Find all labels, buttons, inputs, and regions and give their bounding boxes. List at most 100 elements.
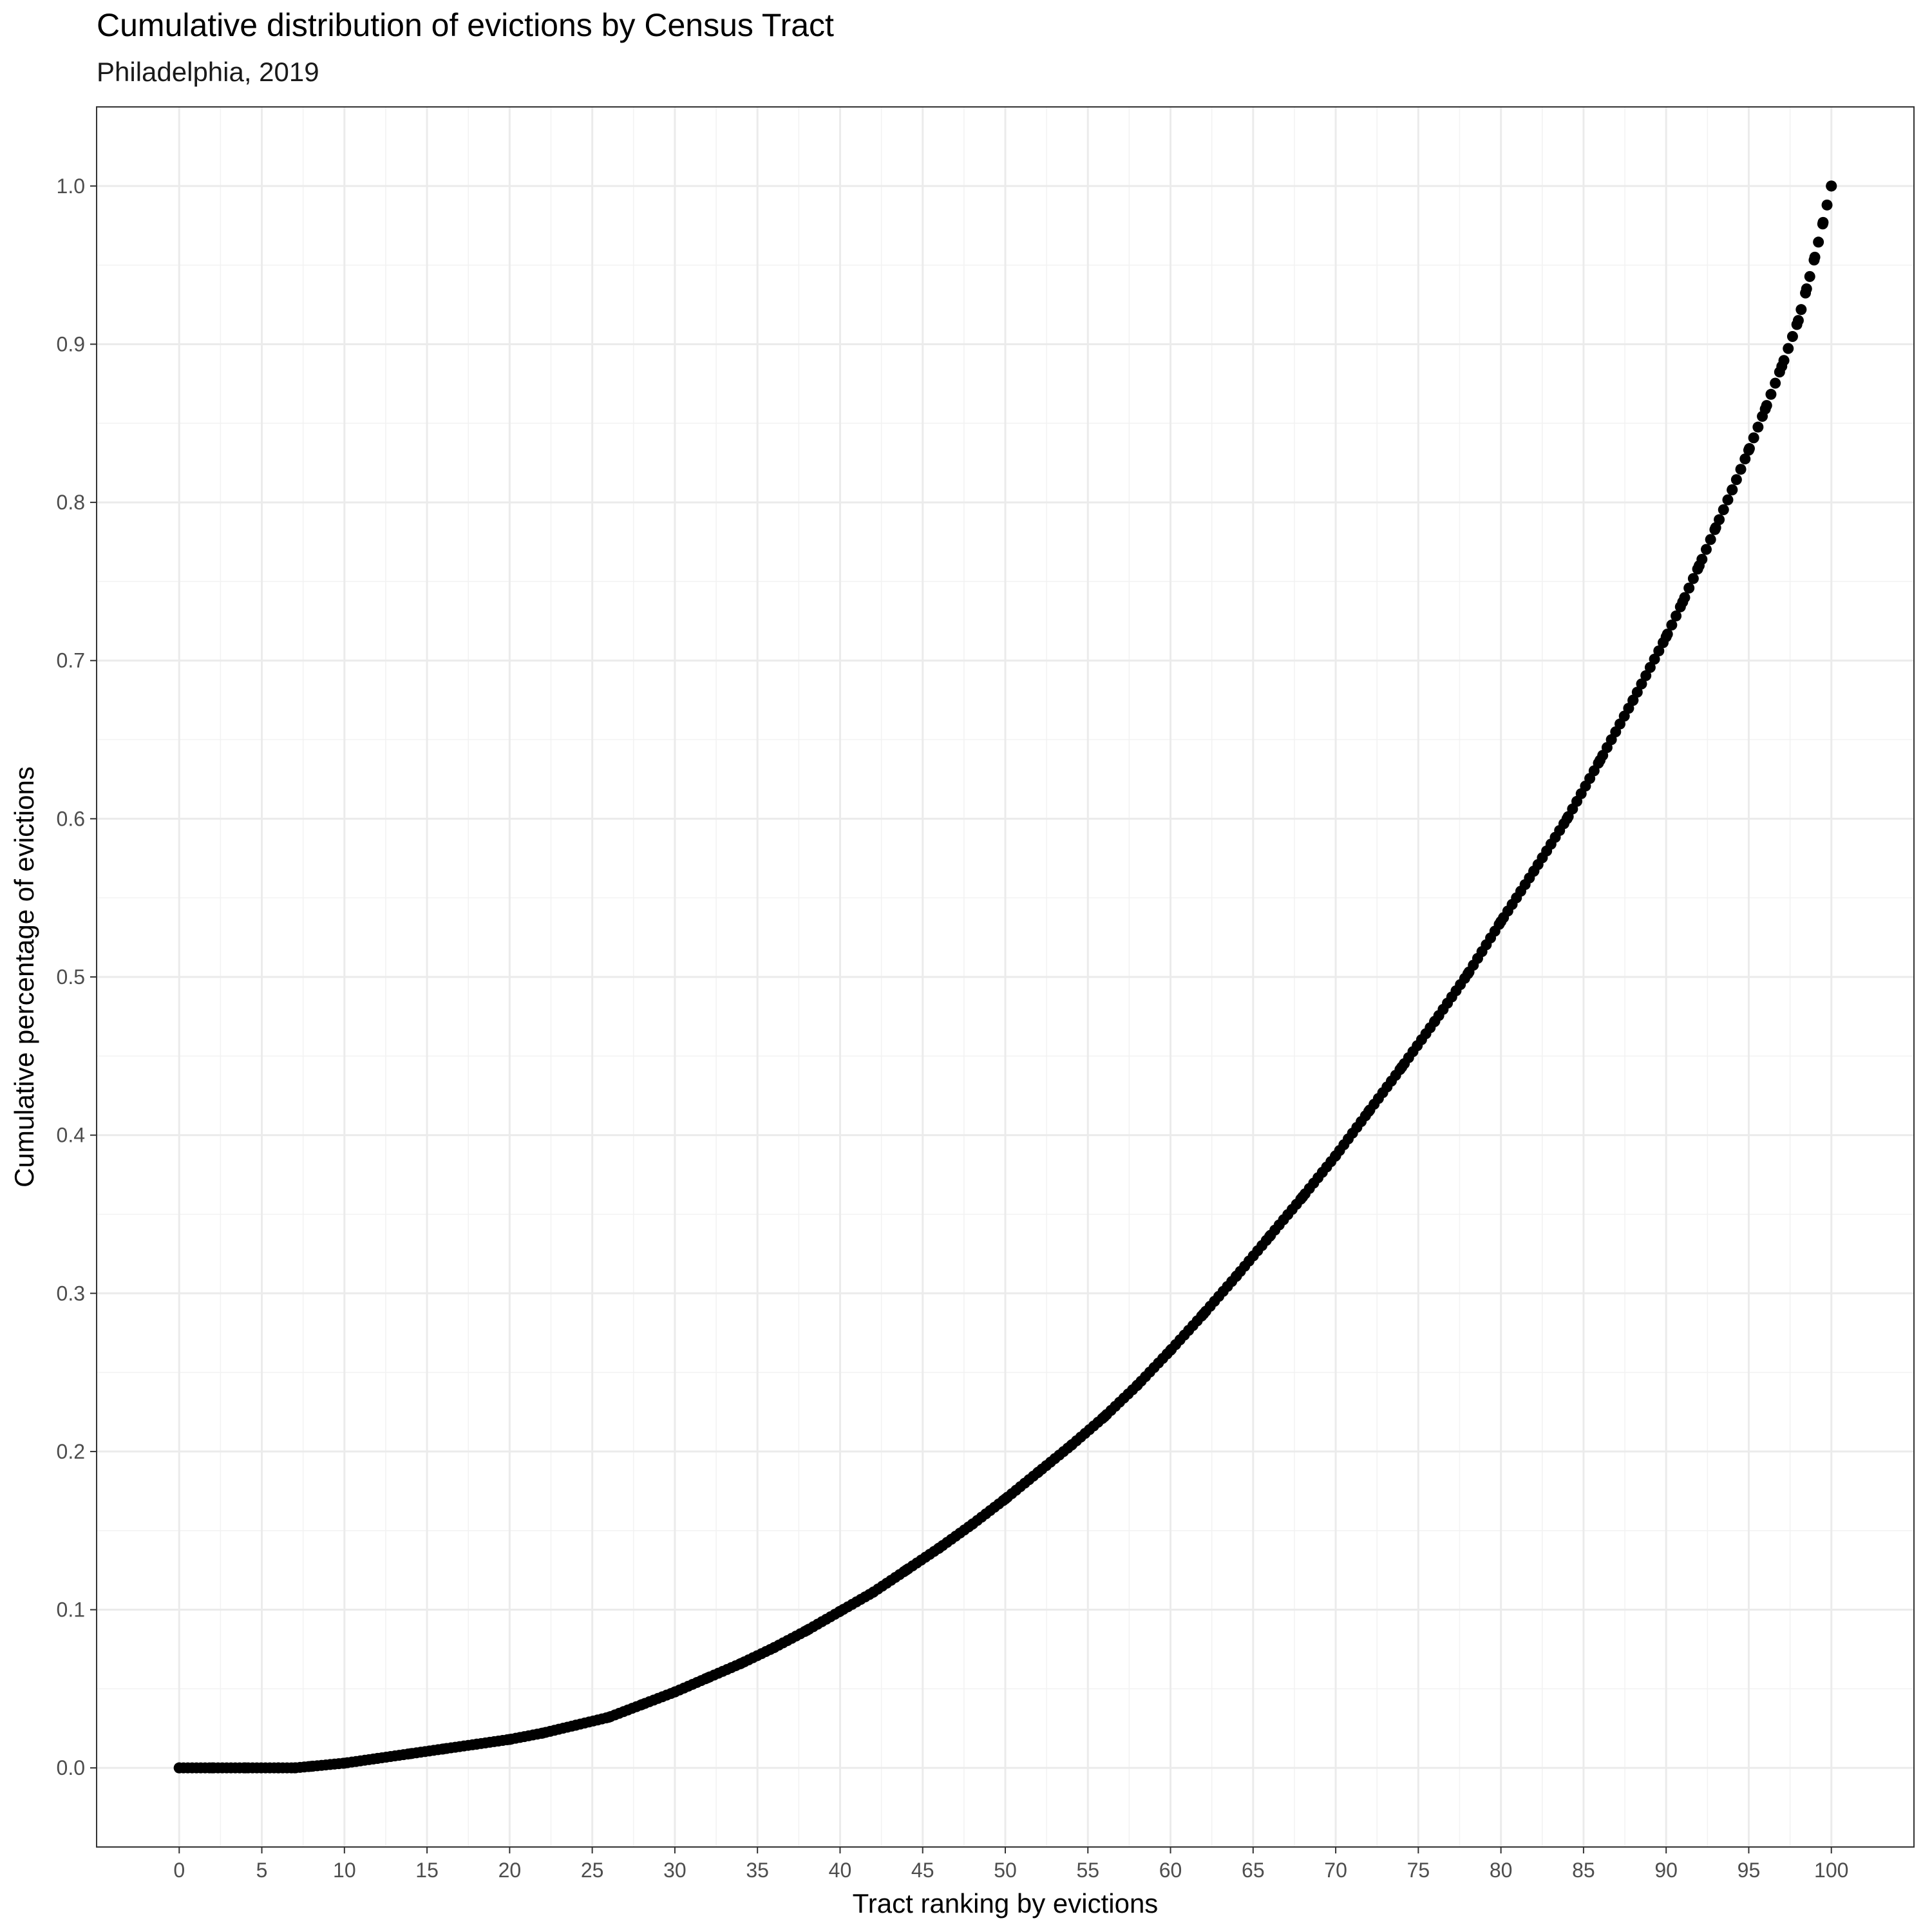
y-tick-label: 0.8 <box>57 491 85 514</box>
data-point <box>1817 216 1829 228</box>
y-tick-label: 0.0 <box>57 1756 85 1779</box>
x-tick-label: 35 <box>746 1859 769 1882</box>
data-point <box>1809 251 1821 263</box>
x-tick-label: 80 <box>1490 1859 1513 1882</box>
data-point <box>173 1762 185 1774</box>
data-point <box>372 1752 383 1764</box>
curve-point <box>1783 343 1794 354</box>
curve-point <box>1804 270 1815 282</box>
data-point <box>272 1762 284 1774</box>
data-point <box>404 1748 416 1759</box>
curve-point <box>1821 199 1833 211</box>
data-point <box>867 1587 879 1598</box>
data-point <box>1528 865 1540 876</box>
chart-subtitle: Philadelphia, 2019 <box>97 57 319 87</box>
y-tick-label: 0.3 <box>57 1282 85 1305</box>
curve-point <box>1636 678 1647 690</box>
curve-point <box>1718 504 1729 516</box>
curve-point <box>1644 661 1656 673</box>
data-point <box>1801 283 1812 294</box>
x-tick-label: 90 <box>1654 1859 1678 1882</box>
x-tick-label: 0 <box>173 1859 185 1882</box>
x-tick-label: 15 <box>415 1859 439 1882</box>
x-tick-label: 40 <box>829 1859 852 1882</box>
data-point <box>1462 968 1473 980</box>
y-axis: 0.0 0.1 0.2 0.3 0.4 0.5 0.6 0.7 0.8 0.9 1.0 <box>57 175 97 1779</box>
curve-point <box>1765 388 1777 400</box>
data-point <box>603 1712 614 1723</box>
curve-point <box>1671 610 1682 621</box>
data-point <box>1595 754 1606 766</box>
data-point <box>1677 596 1689 608</box>
x-tick-label: 45 <box>911 1859 934 1882</box>
curve-point <box>1735 464 1747 475</box>
data-point <box>1495 916 1507 927</box>
data-point <box>669 1686 681 1698</box>
x-tick-label: 55 <box>1076 1859 1099 1882</box>
curve-point <box>1683 582 1695 594</box>
data-point <box>1627 694 1639 706</box>
curve-point <box>1786 331 1798 343</box>
data-point <box>636 1699 648 1710</box>
curve-point <box>1653 645 1665 657</box>
data-point <box>1231 1270 1242 1282</box>
data-point <box>1165 1345 1177 1356</box>
x-tick-label: 5 <box>256 1859 268 1882</box>
x-tick-label: 50 <box>994 1859 1017 1882</box>
x-tick-label: 60 <box>1159 1859 1182 1882</box>
x-axis: 0 5 10 15 20 25 30 35 40 45 50 55 60 65 70 75 80 85 90 95 10… <box>173 1847 1848 1882</box>
data-point <box>289 1762 301 1774</box>
data-point <box>1032 1466 1044 1478</box>
data-point <box>834 1605 846 1617</box>
y-tick-label: 0.2 <box>57 1440 85 1463</box>
data-point <box>1826 180 1837 192</box>
data-point <box>1396 1061 1408 1073</box>
data-point <box>1776 361 1788 372</box>
data-point <box>1066 1439 1077 1451</box>
x-tick-label: 30 <box>663 1859 687 1882</box>
curve-point <box>1748 432 1759 444</box>
x-tick-label: 65 <box>1242 1859 1265 1882</box>
y-tick-label: 0.1 <box>57 1598 85 1622</box>
data-point <box>735 1658 747 1669</box>
y-tick-label: 0.6 <box>57 807 85 830</box>
curve-point <box>1649 654 1660 665</box>
data-point <box>1759 403 1771 415</box>
curve-point <box>1739 453 1751 465</box>
x-tick-label: 25 <box>581 1859 604 1882</box>
data-point <box>1099 1411 1110 1423</box>
data-point <box>1264 1231 1275 1242</box>
data-point <box>933 1542 945 1554</box>
data-point <box>1727 484 1738 495</box>
y-tick-label: 1.0 <box>57 175 85 198</box>
curve-point <box>1722 494 1734 506</box>
data-point <box>504 1734 515 1745</box>
x-tick-label: 85 <box>1572 1859 1595 1882</box>
chart-title: Cumulative distribution of evictions by … <box>97 7 834 43</box>
data-point <box>768 1642 780 1653</box>
y-axis-title: Cumulative percentage of evictions <box>9 766 39 1188</box>
data-point <box>801 1624 813 1636</box>
data-point <box>1710 522 1721 533</box>
y-tick-label: 0.5 <box>57 965 85 989</box>
data-point <box>471 1738 482 1750</box>
curve-point <box>1752 421 1764 433</box>
curve-point <box>1666 620 1678 631</box>
data-point <box>339 1757 350 1769</box>
x-tick-label: 70 <box>1324 1859 1347 1882</box>
data-point <box>702 1672 714 1683</box>
y-tick-label: 0.4 <box>57 1124 85 1147</box>
x-tick-label: 95 <box>1738 1859 1761 1882</box>
curve-point <box>1730 474 1742 486</box>
x-axis-title: Tract ranking by evictions <box>853 1888 1159 1918</box>
data-point <box>537 1727 549 1739</box>
x-tick-label: 100 <box>1814 1859 1848 1882</box>
curve-point <box>1700 544 1712 555</box>
data-point <box>999 1493 1011 1505</box>
data-point <box>967 1519 978 1530</box>
grid-layer <box>97 107 1914 1847</box>
data-point <box>1743 444 1754 456</box>
data-point <box>1429 1016 1441 1027</box>
data-point <box>1693 560 1705 571</box>
